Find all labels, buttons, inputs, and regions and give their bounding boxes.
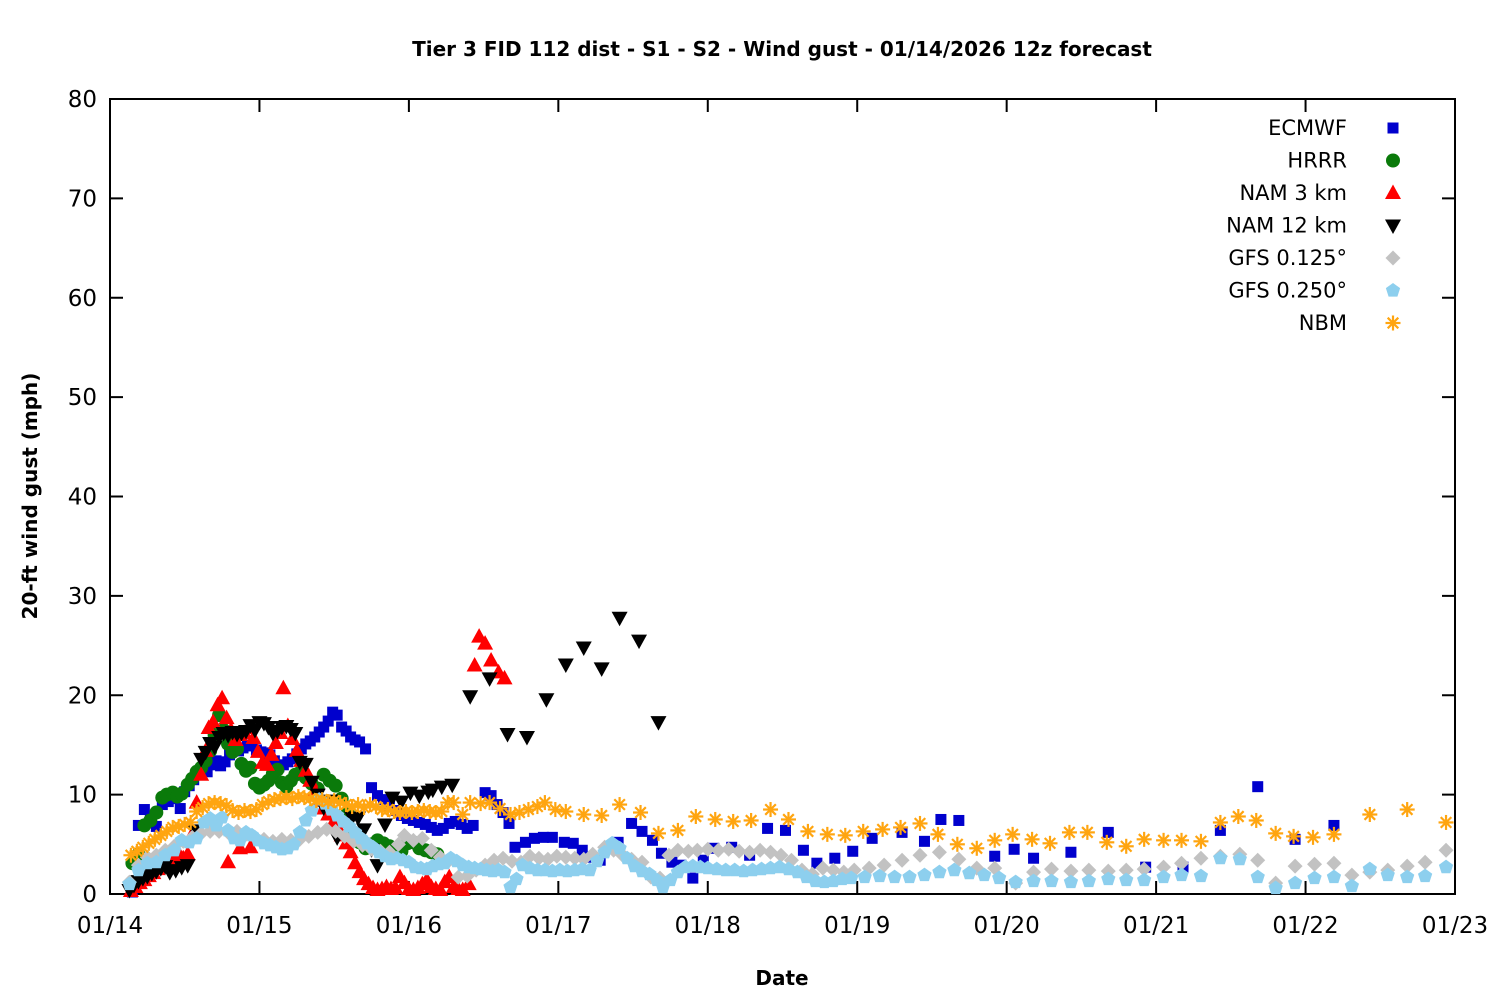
y-tick-label: 20 — [68, 683, 97, 709]
x-axis-ticks: 01/14 01/15 01/16 01/17 01/18 01/19 01/20 01/21… — [77, 99, 1488, 939]
series-nam-3-km — [122, 628, 513, 898]
legend-marker-gfs-0-125-icon — [1385, 250, 1401, 266]
x-tick-label: 01/16 — [376, 913, 442, 939]
x-tick-label: 01/18 — [675, 913, 741, 939]
x-tick-label: 01/15 — [226, 913, 292, 939]
legend-marker-nam-3-km-icon — [1385, 184, 1401, 199]
y-tick-label: 0 — [82, 882, 97, 908]
y-tick-label: 40 — [68, 485, 97, 511]
x-tick-label: 01/23 — [1422, 913, 1488, 939]
legend-label-gfs-0-250: GFS 0.250° — [1228, 279, 1347, 303]
legend-label-nam-3-km: NAM 3 km — [1239, 181, 1347, 205]
legend: ECMWF HRRR NAM 3 km NAM 12 km GFS 0.125° GFS … — [1226, 116, 1401, 335]
y-axis-label: 20-ft wind gust (mph) — [18, 373, 42, 620]
y-tick-label: 80 — [68, 87, 97, 113]
legend-item-nbm: NBM — [1299, 311, 1401, 335]
legend-item-nam-3-km: NAM 3 km — [1239, 181, 1401, 205]
legend-item-ecmwf: ECMWF — [1268, 116, 1399, 140]
legend-item-gfs-0-250: GFS 0.250° — [1228, 279, 1401, 303]
series-nbm — [123, 789, 1454, 863]
x-tick-label: 01/19 — [824, 913, 890, 939]
legend-label-ecmwf: ECMWF — [1268, 116, 1347, 140]
y-tick-label: 30 — [68, 584, 97, 610]
x-tick-label: 01/14 — [77, 913, 143, 939]
chart-title: Tier 3 FID 112 dist - S1 - S2 - Wind gus… — [412, 37, 1152, 61]
x-tick-label: 01/22 — [1272, 913, 1338, 939]
legend-item-gfs-0-125: GFS 0.125° — [1228, 246, 1401, 270]
y-axis-ticks: 0 10 20 30 40 50 60 70 80 — [68, 87, 1455, 908]
series-gfs-0-250 — [122, 792, 1454, 895]
data-points-layer — [121, 611, 1454, 899]
x-tick-label: 01/21 — [1123, 913, 1189, 939]
y-tick-label: 50 — [68, 385, 97, 411]
legend-label-nbm: NBM — [1299, 311, 1347, 335]
y-tick-label: 10 — [68, 783, 97, 809]
legend-label-hrrr: HRRR — [1287, 149, 1347, 173]
x-axis-label: Date — [755, 966, 808, 990]
y-tick-label: 60 — [68, 286, 97, 312]
legend-marker-hrrr-icon — [1386, 153, 1400, 168]
legend-marker-nam-12-km-icon — [1385, 219, 1401, 234]
legend-item-hrrr: HRRR — [1287, 149, 1400, 173]
y-tick-label: 70 — [68, 186, 97, 212]
x-tick-label: 01/17 — [525, 913, 591, 939]
legend-label-nam-12-km: NAM 12 km — [1226, 214, 1347, 238]
legend-marker-gfs-0-250-icon — [1385, 283, 1401, 297]
x-tick-label: 01/20 — [974, 913, 1040, 939]
legend-marker-nbm-icon — [1385, 315, 1401, 331]
legend-label-gfs-0-125: GFS 0.125° — [1228, 246, 1347, 270]
legend-marker-ecmwf-icon — [1387, 122, 1399, 134]
legend-item-nam-12-km: NAM 12 km — [1226, 214, 1401, 238]
